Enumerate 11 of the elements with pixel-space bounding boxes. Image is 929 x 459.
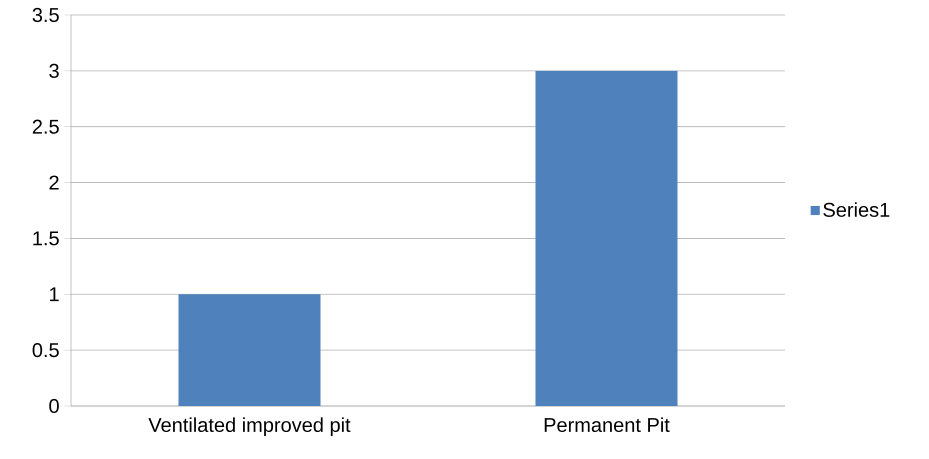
y-tick-label: 1.5 (33, 231, 59, 246)
y-tick-label: 0 (49, 398, 59, 414)
legend-label: Series1 (823, 202, 890, 217)
y-tick-label: 2 (50, 176, 59, 190)
y-tick-label: 1 (50, 287, 59, 302)
y-tick-label: 3 (49, 64, 59, 78)
x-tick-label: Permanent Pit (544, 417, 670, 432)
y-tick-label: 0.5 (32, 343, 59, 358)
y-tick-label: 2.5 (32, 120, 59, 134)
y-tick-label: 3.5 (32, 8, 59, 22)
x-tick-label: Ventilated improved pit (148, 417, 350, 436)
